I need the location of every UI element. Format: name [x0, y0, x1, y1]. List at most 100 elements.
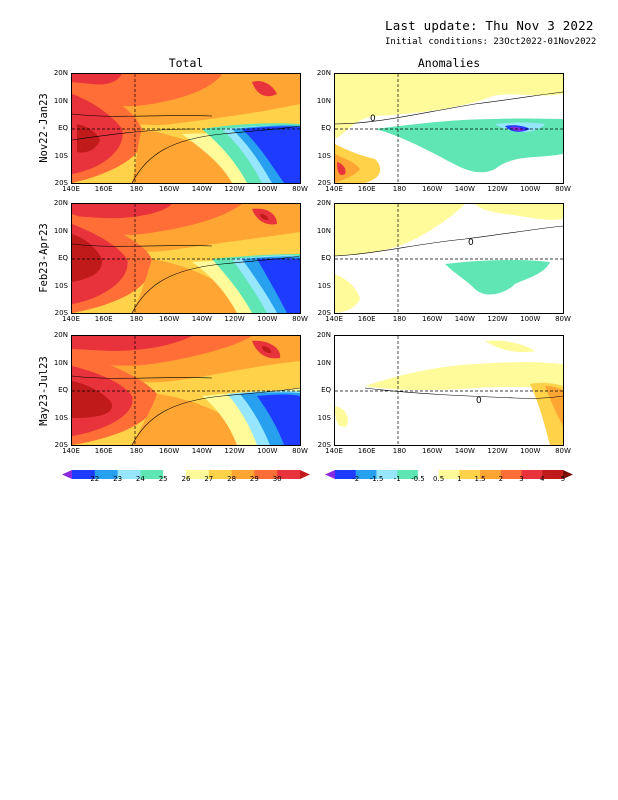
lon-tick-label: 120W — [224, 185, 245, 193]
lat-tick-label: 10N — [316, 96, 331, 105]
colorbar-swatch — [355, 470, 377, 479]
colorbar-swatch — [417, 470, 440, 479]
zero-contour-label: 0 — [476, 396, 482, 406]
lat-tick-label: 20N — [316, 69, 331, 77]
lon-tick-label: 160E — [357, 447, 376, 455]
zero-contour-label: 0 — [370, 114, 376, 124]
lat-tick-label: 20N — [316, 199, 331, 207]
lon-tick-label: 180 — [129, 315, 144, 323]
row-label-2: Feb23-Apr23 — [38, 223, 50, 293]
lat-tick-label: 10S — [54, 281, 68, 290]
lon-tick-label: 160W — [421, 185, 443, 193]
lon-tick-label: 160W — [158, 315, 180, 323]
lat-tick-label: EQ — [58, 386, 68, 394]
last-update-text: Last update: Thu Nov 3 2022 — [385, 18, 594, 33]
lon-tick-label: 160E — [357, 185, 376, 193]
lon-tick-label: 140W — [191, 447, 212, 455]
colorbar-swatch — [438, 470, 460, 479]
lon-tick-label: 120W — [224, 447, 245, 455]
row-label-3: May23-Jul23 — [38, 356, 50, 426]
lat-tick-label: 10N — [53, 358, 68, 367]
lon-tick-label: 80W — [292, 447, 308, 455]
colorbar-anomalies-swatches — [325, 470, 573, 479]
colorbar-label: 29 — [249, 475, 259, 483]
lat-tick-label: 20N — [316, 331, 331, 339]
lon-tick-label: 140W — [454, 315, 475, 323]
lon-tick-label: 80W — [555, 185, 571, 193]
colorbar-swatch — [277, 470, 301, 479]
colorbar-swatch — [140, 470, 164, 479]
lon-tick-label: 160E — [94, 315, 113, 323]
colorbar-swatch — [300, 470, 310, 479]
lat-tick-label: 20S — [317, 179, 331, 187]
colorbar-swatch — [397, 470, 419, 479]
lat-tick-label: EQ — [321, 386, 331, 394]
lat-tick-label: 10N — [53, 226, 68, 235]
lon-tick-label: 140W — [454, 185, 475, 193]
colorbar-label: -2 — [352, 475, 360, 483]
lat-tick-label: 10S — [54, 151, 68, 160]
colorbar-label: 0.5 — [433, 475, 445, 483]
colorbar-label: 24 — [135, 475, 145, 483]
lat-tick-label: 10N — [316, 358, 331, 367]
colorbar-swatch — [335, 470, 357, 479]
colorbar-swatch — [62, 470, 72, 479]
lon-tick-label: 180 — [392, 185, 407, 193]
lon-tick-label: 160W — [421, 315, 443, 323]
column-title-anomalies: Anomalies — [417, 56, 481, 70]
colorbar-swatch — [163, 470, 187, 479]
colorbar-swatch — [542, 470, 564, 479]
lon-tick-label: 100W — [257, 185, 278, 193]
lon-tick-label: 140W — [454, 447, 475, 455]
colorbar-swatch — [117, 470, 141, 479]
anomaly-field-1: 0 — [335, 74, 563, 183]
total-field-1 — [72, 74, 300, 183]
lon-tick-label: 100W — [257, 315, 278, 323]
lon-tick-label: 160W — [158, 185, 180, 193]
colorbar-label: 1.5 — [474, 475, 486, 483]
lon-tick-label: 100W — [257, 447, 278, 455]
colorbar-swatch — [94, 470, 119, 479]
colorbar-swatch — [480, 470, 502, 479]
lat-tick-label: 20N — [53, 331, 68, 339]
colorbar-total-swatches — [62, 470, 310, 479]
colorbar-anomalies — [325, 464, 573, 479]
colorbar-swatch — [500, 470, 523, 479]
lat-tick-label: 10S — [317, 413, 331, 422]
map-total-may-jul — [71, 335, 301, 446]
lat-tick-label: 10S — [317, 281, 331, 290]
colorbar-label: 3 — [519, 475, 524, 483]
colorbar-label: 28 — [227, 475, 237, 483]
lon-tick-label: 80W — [292, 185, 308, 193]
colorbar-label: -0.5 — [411, 475, 425, 483]
lat-tick-label: 20S — [317, 309, 331, 317]
colorbar-total — [62, 464, 310, 479]
lat-tick-label: EQ — [58, 124, 68, 132]
column-title-total: Total — [168, 56, 204, 70]
lon-tick-label: 100W — [520, 447, 541, 455]
lat-tick-label: 20S — [317, 441, 331, 449]
lon-tick-label: 140E — [62, 447, 80, 455]
colorbar-swatch — [72, 470, 96, 479]
lat-tick-label: 10N — [316, 226, 331, 235]
lon-tick-label: 80W — [292, 315, 308, 323]
colorbar-label: 5 — [560, 475, 566, 483]
lat-tick-label: 20S — [54, 309, 68, 317]
map-anomalies-feb-apr: 0 — [334, 203, 564, 314]
lat-tick-label: 10S — [54, 413, 68, 422]
lon-tick-label: 160E — [357, 315, 376, 323]
lat-tick-label: EQ — [321, 254, 331, 262]
colorbar-label: 26 — [181, 475, 191, 483]
map-anomalies-may-jul: 0 — [334, 335, 564, 446]
colorbar-label: 4 — [540, 475, 545, 483]
colorbar-swatch — [208, 470, 233, 479]
colorbar-label: 2 — [498, 475, 504, 483]
lon-tick-label: 100W — [520, 185, 541, 193]
colorbar-swatch — [254, 470, 278, 479]
lon-tick-label: 180 — [392, 447, 407, 455]
colorbar-label: -1 — [393, 475, 401, 483]
anomaly-field-3: 0 — [335, 336, 563, 445]
colorbar-label: -1.5 — [369, 475, 384, 483]
lat-tick-label: 10N — [53, 96, 68, 105]
colorbar-swatch — [325, 470, 335, 479]
